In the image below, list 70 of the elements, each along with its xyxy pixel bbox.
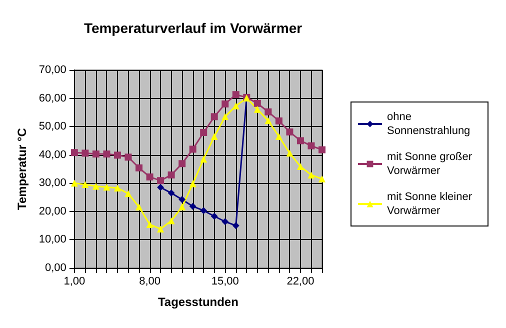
point bbox=[136, 203, 143, 210]
point bbox=[286, 150, 294, 157]
point bbox=[275, 132, 282, 140]
x-tick-label: 8,00 bbox=[139, 276, 160, 288]
legend-label: mit Sonne kleiner Vorwärmer bbox=[387, 191, 476, 217]
point bbox=[200, 207, 208, 214]
point bbox=[254, 106, 261, 113]
point bbox=[124, 190, 132, 198]
point bbox=[114, 184, 121, 192]
point bbox=[114, 152, 121, 159]
point bbox=[82, 150, 89, 157]
x-tick-label: 15,00 bbox=[211, 276, 239, 288]
x-tick-label: 1,00 bbox=[64, 276, 86, 288]
point bbox=[296, 162, 304, 170]
point bbox=[124, 154, 132, 161]
point bbox=[103, 150, 110, 158]
legend-label: mit Sonne großer Vorwärmer bbox=[387, 151, 476, 177]
x-tick-label: 22,00 bbox=[286, 276, 314, 288]
x-axis-title: Tagesstunden bbox=[158, 295, 238, 309]
y-tick-label: 10,00 bbox=[38, 234, 66, 246]
y-tick-label: 0,00 bbox=[45, 262, 66, 274]
point bbox=[157, 177, 164, 184]
y-tick-label: 40,00 bbox=[38, 148, 66, 161]
point bbox=[146, 220, 154, 228]
point bbox=[168, 190, 175, 197]
point bbox=[210, 132, 218, 140]
y-tick-label: 60,00 bbox=[38, 92, 66, 104]
point bbox=[200, 156, 208, 163]
point bbox=[178, 160, 186, 168]
point bbox=[222, 218, 229, 226]
y-tick-label: 20,00 bbox=[38, 205, 66, 218]
point bbox=[222, 100, 229, 108]
point bbox=[103, 184, 110, 191]
point bbox=[189, 180, 196, 188]
point bbox=[232, 102, 240, 110]
point bbox=[157, 184, 164, 191]
chart-title: Temperaturverlauf im Vorwärmer bbox=[84, 20, 303, 36]
y-axis-title: Temperatur °C bbox=[15, 128, 29, 210]
point bbox=[232, 222, 240, 230]
point bbox=[286, 128, 294, 136]
point bbox=[254, 100, 261, 107]
point bbox=[308, 142, 315, 150]
point bbox=[189, 202, 196, 210]
point bbox=[146, 173, 154, 180]
point bbox=[82, 181, 89, 188]
point bbox=[92, 150, 100, 158]
point bbox=[232, 91, 240, 98]
y-tick-label: 70,00 bbox=[38, 64, 66, 76]
y-tick-label: 30,00 bbox=[38, 177, 66, 190]
point bbox=[222, 113, 229, 120]
point bbox=[264, 108, 272, 116]
point bbox=[318, 146, 326, 154]
point bbox=[264, 117, 272, 124]
point bbox=[210, 212, 218, 220]
y-tick-label: 50,00 bbox=[38, 120, 66, 133]
point bbox=[92, 182, 100, 190]
point bbox=[168, 217, 175, 224]
point bbox=[308, 171, 315, 178]
legend-label: ohne Sonnenstrahlung bbox=[387, 111, 470, 137]
point bbox=[189, 146, 196, 153]
point bbox=[168, 171, 175, 178]
point bbox=[178, 196, 186, 204]
point bbox=[210, 113, 218, 120]
point bbox=[178, 203, 186, 210]
point bbox=[318, 175, 326, 182]
point bbox=[296, 137, 304, 144]
point bbox=[275, 117, 282, 124]
point bbox=[136, 164, 143, 172]
point bbox=[157, 225, 164, 232]
point bbox=[200, 129, 208, 136]
